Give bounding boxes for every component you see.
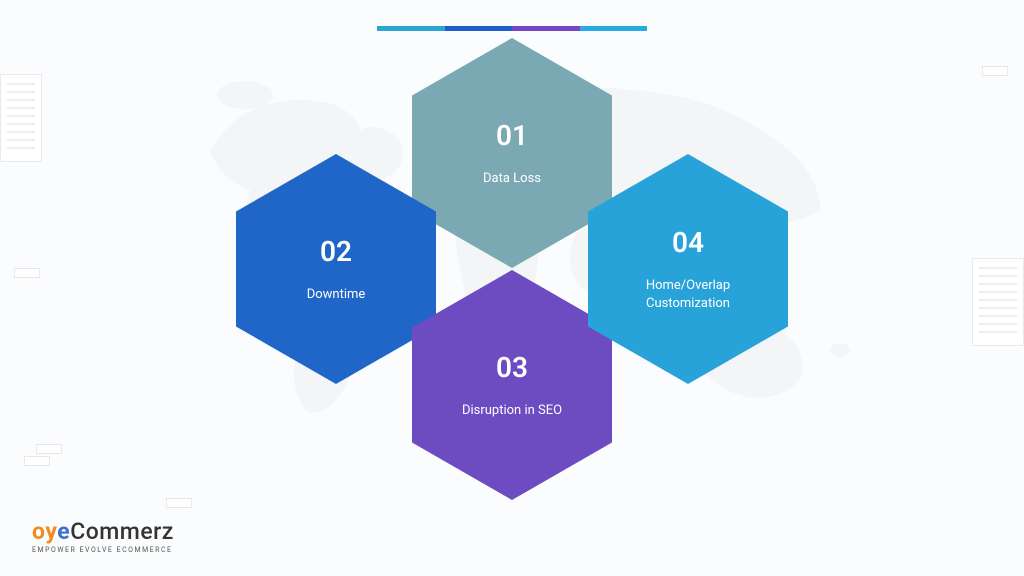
accent-segment	[377, 26, 445, 31]
hex-01: 01 Data Loss	[412, 38, 612, 268]
hex-label: Data Loss	[483, 170, 541, 188]
hex-02: 02 Downtime	[236, 154, 436, 384]
brick-decor	[36, 444, 62, 454]
hex-label: Disruption in SEO	[462, 402, 562, 420]
hex-number: 04	[672, 226, 704, 259]
hex-number: 01	[496, 119, 528, 152]
brick-decor	[14, 268, 40, 278]
brick-decor	[982, 66, 1008, 76]
accent-segment	[445, 26, 513, 31]
hex-number: 02	[320, 235, 352, 268]
brand-logo: oyeCommerz EMPOWER EVOLVE ECOMMERCE	[32, 518, 174, 554]
brick-decor	[166, 498, 192, 508]
hex-04: 04 Home/Overlap Customization	[588, 154, 788, 384]
logo-letter-y: y	[45, 518, 57, 545]
accent-segment	[512, 26, 580, 31]
logo-rest: Commerz	[70, 518, 174, 545]
accent-bar	[377, 26, 647, 31]
logo-letter-o: o	[32, 518, 45, 545]
hex-number: 03	[496, 351, 528, 384]
accent-segment	[580, 26, 648, 31]
window-blind-decor	[972, 258, 1024, 346]
hexagon-cluster: 01 Data Loss 02 Downtime 03 Disruption in SEO…	[212, 38, 812, 498]
hex-label: Downtime	[307, 286, 366, 304]
logo-text: oyeCommerz	[32, 518, 174, 545]
hex-03: 03 Disruption in SEO	[412, 270, 612, 500]
brick-decor	[24, 456, 50, 466]
logo-tagline: EMPOWER EVOLVE ECOMMERCE	[32, 546, 174, 554]
logo-letter-e: e	[57, 518, 70, 545]
window-blind-decor	[0, 74, 42, 162]
hex-label: Home/Overlap Customization	[618, 277, 758, 312]
